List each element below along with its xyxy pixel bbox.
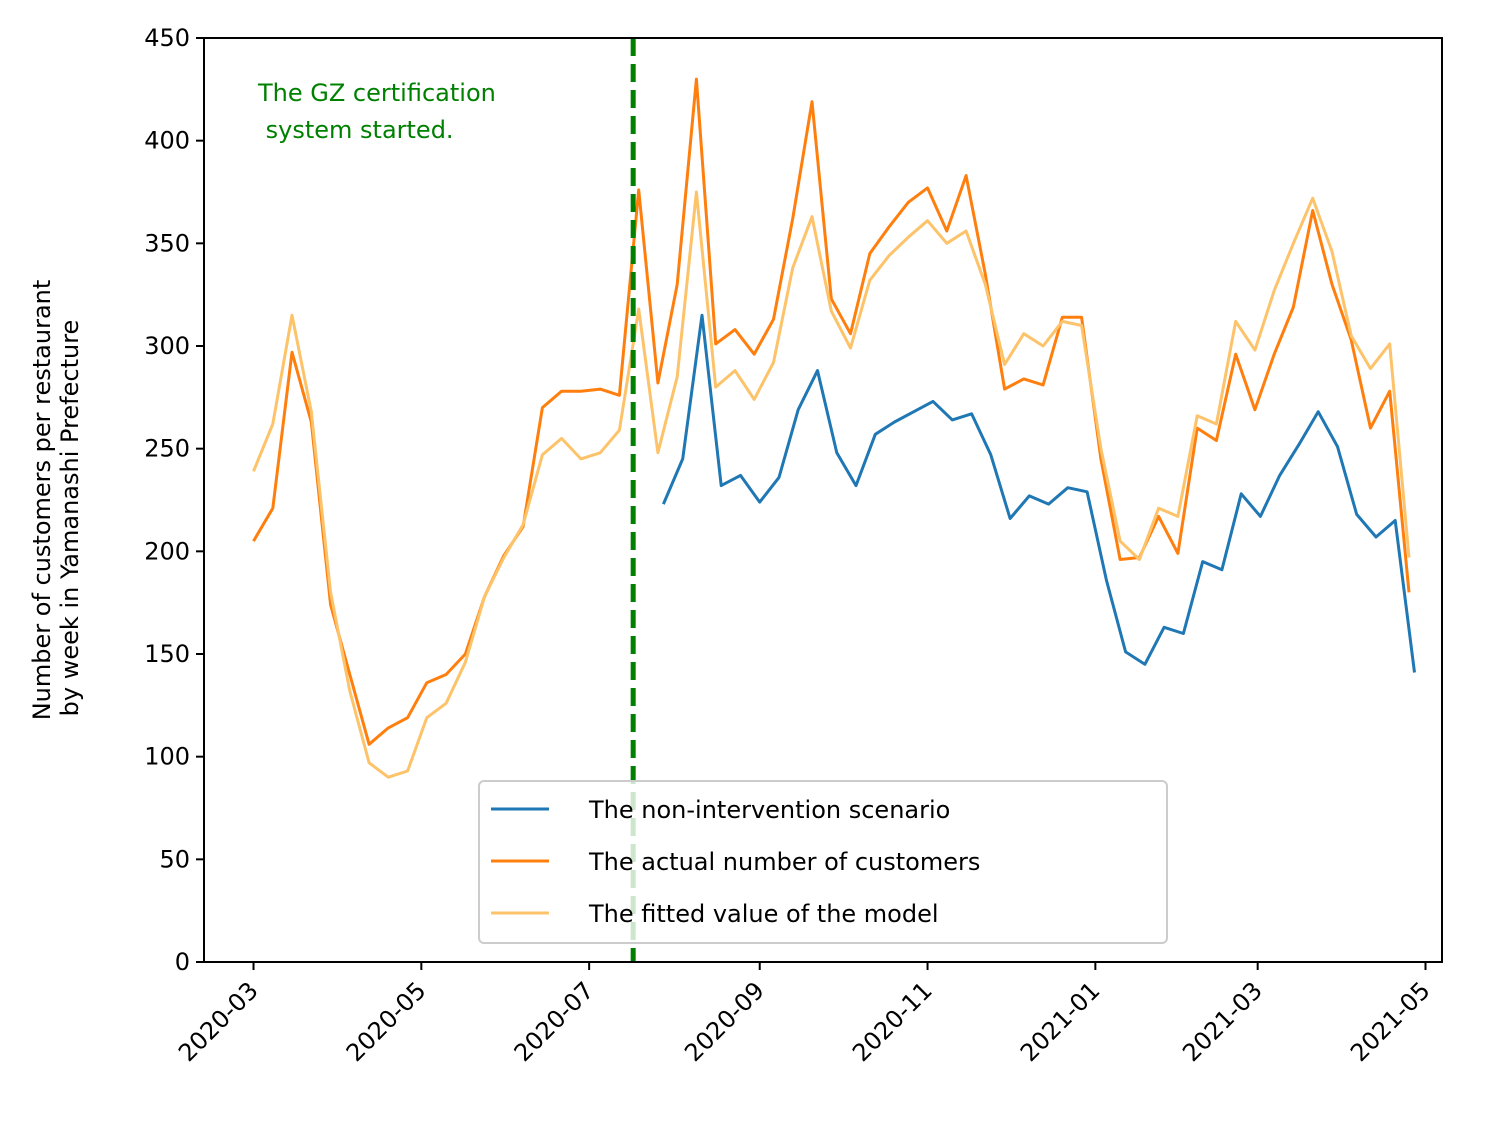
legend-label-3: The fitted value of the model (588, 900, 939, 928)
y-tick-label: 100 (144, 743, 190, 771)
series-line-3 (252, 190, 1411, 779)
legend-box (478, 780, 1168, 944)
legend: The non-intervention scenario The actual … (478, 780, 1168, 944)
intervention-annotation-line-1: The GZ certification (257, 79, 496, 107)
x-tick-label: 2020-03 (173, 976, 264, 1067)
x-tick-label: 2021-03 (1177, 976, 1268, 1067)
y-tick-label: 200 (144, 537, 190, 565)
y-axis-label-line-2: by week in Yamanashi Prefecture (56, 320, 84, 717)
plot-area-frame (203, 37, 1443, 963)
y-tick-label: 350 (144, 229, 190, 257)
y-tick-label: 450 (144, 24, 190, 52)
intervention-annotation-line-2: system started. (258, 116, 454, 144)
y-tick-label: 400 (144, 127, 190, 155)
series-lines (252, 77, 1416, 779)
series-line-1 (662, 313, 1416, 673)
x-tick-label: 2020-07 (509, 976, 600, 1067)
series-line-2 (252, 77, 1411, 746)
y-tick-label: 50 (159, 845, 190, 873)
y-tick-label: 150 (144, 640, 190, 668)
y-axis: 0 50 100 150 200 250 300 350 400 450 (144, 24, 204, 976)
y-tick-label: 300 (144, 332, 190, 360)
x-tick-label: 2020-11 (847, 976, 938, 1067)
x-tick-label: 2020-09 (679, 976, 770, 1067)
x-tick-label: 2021-01 (1015, 976, 1106, 1067)
y-axis-label-line-1: Number of customers per restaurant (28, 280, 56, 721)
x-tick-label: 2021-05 (1345, 976, 1436, 1067)
x-axis: 2020-03 2020-05 2020-07 2020-09 2020-11 2021-… (173, 962, 1436, 1067)
y-tick-label: 0 (175, 948, 190, 976)
legend-label-1: The non-intervention scenario (588, 796, 950, 824)
x-tick-label: 2020-05 (341, 976, 432, 1067)
y-tick-label: 250 (144, 435, 190, 463)
legend-label-2: The actual number of customers (588, 848, 980, 876)
